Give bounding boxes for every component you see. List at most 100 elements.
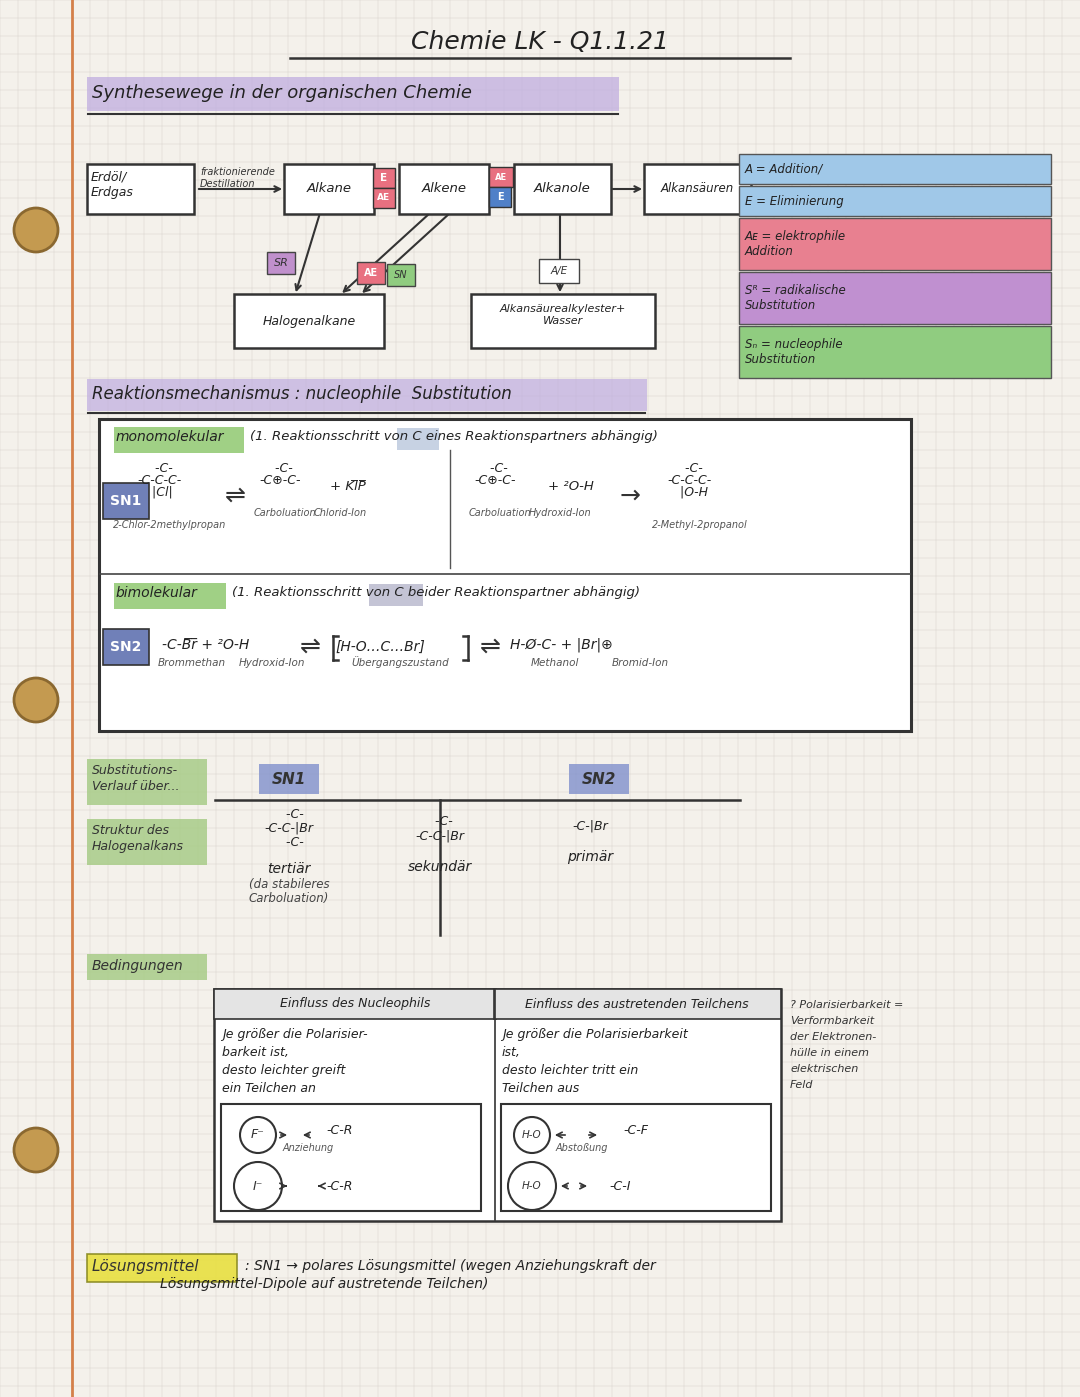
Text: + ²O-H: + ²O-H [548, 481, 594, 493]
Text: I⁻: I⁻ [253, 1179, 264, 1193]
Text: Aᴇ = elektrophile
Addition: Aᴇ = elektrophile Addition [745, 231, 846, 258]
Text: Sₙ = nucleophile
Substitution: Sₙ = nucleophile Substitution [745, 338, 842, 366]
Text: Alkansäurealkylester+
Wasser: Alkansäurealkylester+ Wasser [500, 305, 626, 326]
Text: -C-R: -C-R [327, 1123, 353, 1137]
Text: -C⊕-C-: -C⊕-C- [474, 474, 516, 488]
FancyBboxPatch shape [87, 163, 194, 214]
Text: ? Polarisierbarkeit =: ? Polarisierbarkeit = [789, 1000, 903, 1010]
Text: -C-I: -C-I [609, 1179, 631, 1193]
Text: Verlauf über...: Verlauf über... [92, 780, 179, 793]
Text: ⇌: ⇌ [480, 636, 500, 659]
Text: A/E: A/E [551, 265, 568, 277]
Text: desto leichter tritt ein: desto leichter tritt ein [502, 1065, 638, 1077]
FancyBboxPatch shape [739, 218, 1051, 270]
Text: SR: SR [273, 258, 288, 268]
Text: Erdöl/
Erdgas: Erdöl/ Erdgas [91, 170, 134, 198]
FancyBboxPatch shape [214, 989, 496, 1018]
Text: ⇌: ⇌ [299, 636, 321, 659]
Text: Carboluation: Carboluation [254, 509, 316, 518]
Text: 2-Chlor-2methylpropan: 2-Chlor-2methylpropan [113, 520, 227, 529]
FancyBboxPatch shape [357, 263, 384, 284]
FancyBboxPatch shape [387, 264, 415, 286]
FancyBboxPatch shape [373, 168, 395, 189]
FancyBboxPatch shape [539, 258, 579, 284]
Text: Lösungsmittel: Lösungsmittel [92, 1259, 200, 1274]
Text: elektrischen: elektrischen [789, 1065, 859, 1074]
FancyBboxPatch shape [489, 168, 513, 187]
Text: Carboluation: Carboluation [469, 509, 531, 518]
Circle shape [14, 208, 58, 251]
Text: -C-C-C-: -C-C-C- [667, 474, 712, 488]
FancyBboxPatch shape [114, 583, 226, 609]
Text: -C-: -C- [267, 462, 293, 475]
Text: Abstoßung: Abstoßung [556, 1143, 608, 1153]
Text: Chlorid-Ion: Chlorid-Ion [313, 509, 366, 518]
Text: Chemie LK - Q1.1.21: Chemie LK - Q1.1.21 [411, 29, 669, 54]
Text: Lösungsmittel-Dipole auf austretende Teilchen): Lösungsmittel-Dipole auf austretende Tei… [160, 1277, 488, 1291]
Text: -C⊕-C-: -C⊕-C- [259, 474, 300, 488]
Text: -C-C-C-: -C-C-C- [138, 474, 183, 488]
Text: Bromid-Ion: Bromid-Ion [611, 658, 669, 668]
Text: der Elektronen-: der Elektronen- [789, 1032, 876, 1042]
Text: primär: primär [567, 849, 613, 863]
Text: E: E [497, 191, 503, 203]
Text: →: → [620, 483, 640, 509]
FancyBboxPatch shape [259, 764, 319, 793]
FancyBboxPatch shape [494, 989, 781, 1018]
Text: A = Addition/: A = Addition/ [745, 162, 823, 176]
FancyBboxPatch shape [214, 989, 781, 1221]
FancyBboxPatch shape [284, 163, 374, 214]
FancyBboxPatch shape [87, 379, 647, 411]
Text: -C-: -C- [274, 807, 303, 821]
Text: SN2: SN2 [110, 640, 141, 654]
Text: AE: AE [377, 194, 391, 203]
Text: (1. Reaktionsschritt von C eines Reaktionspartners abhängig): (1. Reaktionsschritt von C eines Reaktio… [249, 430, 658, 443]
Text: Brommethan: Brommethan [158, 658, 226, 668]
FancyBboxPatch shape [399, 163, 489, 214]
Text: -C-: -C- [274, 835, 303, 849]
FancyBboxPatch shape [739, 272, 1051, 324]
Text: SN1: SN1 [272, 771, 307, 787]
Text: Alkanole: Alkanole [534, 183, 591, 196]
Text: -C-: -C- [482, 462, 508, 475]
FancyBboxPatch shape [87, 1255, 237, 1282]
FancyBboxPatch shape [103, 629, 149, 665]
Text: Anziehung: Anziehung [282, 1143, 334, 1153]
FancyBboxPatch shape [103, 483, 149, 520]
FancyBboxPatch shape [739, 154, 1051, 184]
Text: ist,: ist, [502, 1046, 521, 1059]
Circle shape [234, 1162, 282, 1210]
Text: AE: AE [364, 268, 378, 278]
FancyBboxPatch shape [234, 293, 384, 348]
Text: desto leichter greift: desto leichter greift [222, 1065, 346, 1077]
Text: H-O: H-O [523, 1130, 542, 1140]
Text: Je größer die Polarisierbarkeit: Je größer die Polarisierbarkeit [502, 1028, 688, 1041]
Text: (1. Reaktionsschritt von C beider Reaktionspartner abhängig): (1. Reaktionsschritt von C beider Reakti… [232, 585, 640, 599]
FancyBboxPatch shape [369, 584, 423, 606]
Text: Methanol: Methanol [530, 658, 579, 668]
Text: Hydroxid-Ion: Hydroxid-Ion [529, 509, 592, 518]
Text: Einfluss des Nucleophils: Einfluss des Nucleophils [280, 997, 430, 1010]
Text: -C-R: -C-R [327, 1179, 353, 1193]
Text: tertiär: tertiär [268, 862, 311, 876]
Text: Halogenalkane: Halogenalkane [262, 314, 355, 327]
Circle shape [508, 1162, 556, 1210]
Text: Sᴿ = radikalische
Substitution: Sᴿ = radikalische Substitution [745, 284, 846, 312]
FancyBboxPatch shape [87, 77, 619, 110]
Text: monomolekular: monomolekular [116, 430, 225, 444]
FancyBboxPatch shape [221, 1104, 481, 1211]
Text: sekundär: sekundär [408, 861, 472, 875]
Text: Verformbarkeit: Verformbarkeit [789, 1016, 874, 1025]
Text: |O-H: |O-H [672, 486, 708, 499]
Text: Bedingungen: Bedingungen [92, 958, 184, 972]
Text: -C-: -C- [677, 462, 703, 475]
Text: ein Teilchen an: ein Teilchen an [222, 1083, 315, 1095]
Text: -C-C-|Br: -C-C-|Br [416, 828, 464, 842]
Text: 2-Methyl-2propanol: 2-Methyl-2propanol [652, 520, 747, 529]
FancyBboxPatch shape [373, 189, 395, 208]
FancyBboxPatch shape [397, 427, 438, 450]
Text: Alkansäuren: Alkansäuren [660, 183, 733, 196]
Text: Alkene: Alkene [421, 183, 467, 196]
Text: Hydroxid-Ion: Hydroxid-Ion [239, 658, 306, 668]
Text: Carboluation): Carboluation) [248, 893, 329, 905]
